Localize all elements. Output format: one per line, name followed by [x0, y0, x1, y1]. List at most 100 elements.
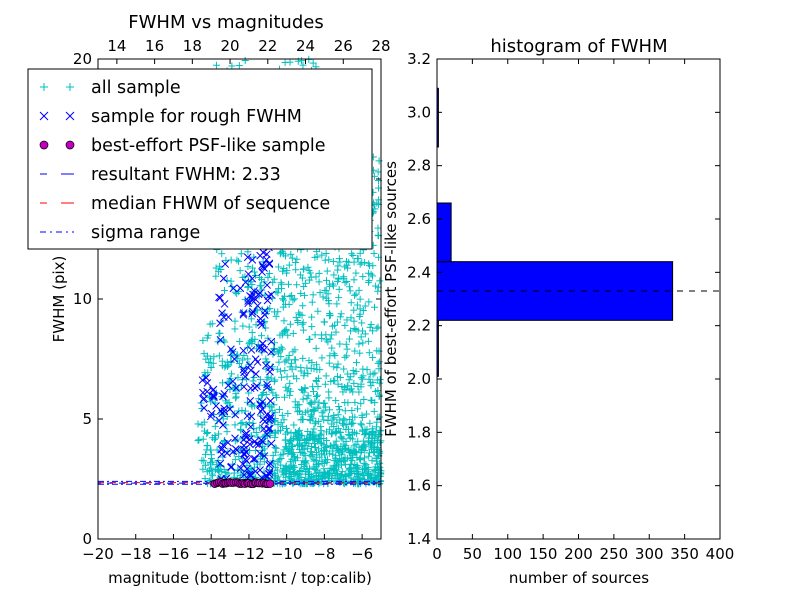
all-sample-point [302, 457, 310, 465]
hist-y-tick-label: 3.2 [407, 50, 431, 68]
all-sample-point [332, 437, 340, 445]
all-sample-point [315, 278, 323, 286]
all-sample-point [271, 429, 279, 437]
all-sample-point [294, 318, 302, 326]
rough-sample-point [216, 459, 225, 468]
rough-sample-point [202, 373, 211, 382]
all-sample-point [359, 339, 367, 347]
all-sample-point [314, 374, 322, 382]
rough-sample-point [200, 404, 208, 412]
rough-sample-point [239, 435, 248, 444]
rough-sample-point [265, 469, 273, 478]
all-sample-point [365, 430, 373, 438]
all-sample-point [283, 373, 291, 381]
all-sample-point [204, 331, 212, 339]
all-sample-point [307, 411, 315, 419]
all-sample-point [365, 452, 373, 460]
all-sample-point [293, 255, 301, 263]
all-sample-point [283, 424, 291, 432]
all-sample-point [285, 463, 293, 471]
all-sample-point [348, 468, 356, 476]
all-sample-point [227, 277, 235, 285]
all-sample-point [244, 355, 252, 363]
rough-sample-point [230, 355, 239, 363]
hist-x-tick-label: 400 [706, 545, 735, 563]
all-sample-point [288, 449, 296, 457]
all-sample-point [247, 278, 255, 286]
all-sample-point [342, 425, 350, 433]
all-sample-point [333, 300, 341, 308]
all-sample-point [250, 253, 258, 261]
all-sample-point [358, 447, 366, 455]
all-sample-point [329, 450, 337, 458]
all-sample-point [359, 365, 367, 373]
top-x-tick-label: 14 [107, 37, 126, 55]
all-sample-point [277, 248, 285, 256]
all-sample-point [283, 387, 291, 395]
all-sample-point [354, 327, 362, 335]
all-sample-point [292, 258, 300, 266]
all-sample-point [324, 417, 332, 425]
all-sample-point [304, 392, 312, 400]
legend: all sample sample for rough FWHM best-effo… [27, 68, 373, 250]
all-sample-point [309, 59, 317, 67]
all-sample-point [334, 411, 342, 419]
all-sample-point [282, 383, 290, 391]
rough-sample-point [221, 260, 230, 268]
all-sample-point [310, 473, 318, 481]
all-sample-point [354, 470, 362, 478]
all-sample-point [361, 441, 369, 449]
all-sample-point [368, 272, 376, 280]
all-sample-point [295, 401, 303, 409]
all-sample-point [367, 270, 375, 278]
rough-sample-point [243, 253, 252, 262]
all-sample-point [285, 300, 293, 308]
all-sample-point [284, 280, 292, 288]
rough-sample-point [257, 321, 266, 330]
all-sample-point [211, 422, 219, 430]
rough-sample-point [266, 367, 274, 376]
all-sample-point [228, 62, 236, 70]
legend-label: sample for rough FWHM [91, 107, 302, 127]
all-sample-point [315, 459, 323, 467]
all-sample-point [322, 428, 330, 436]
all-sample-point [199, 337, 207, 345]
all-sample-point [212, 434, 220, 442]
all-sample-point [300, 369, 308, 377]
all-sample-point [321, 456, 329, 464]
all-sample-point [360, 471, 368, 479]
all-sample-point [309, 291, 317, 299]
all-sample-point [350, 317, 358, 325]
all-sample-point [350, 442, 358, 450]
rough-sample-point [245, 470, 254, 479]
all-sample-point [340, 273, 348, 281]
all-sample-point [283, 266, 291, 274]
all-sample-point [366, 370, 374, 378]
all-sample-point [292, 363, 300, 371]
all-sample-point [356, 260, 364, 268]
all-sample-point [320, 441, 328, 449]
all-sample-point [241, 273, 249, 281]
all-sample-point [291, 398, 299, 406]
all-sample-point [208, 320, 216, 328]
all-sample-point [353, 454, 361, 462]
all-sample-point [279, 422, 287, 430]
all-sample-point [305, 276, 313, 284]
all-sample-point [321, 471, 329, 479]
all-sample-point [322, 372, 330, 380]
all-sample-point [308, 359, 316, 367]
all-sample-point [287, 359, 295, 367]
y-tick-label: 5 [82, 410, 92, 428]
all-sample-point [322, 331, 330, 339]
rough-sample-point [263, 281, 271, 289]
all-sample-point [349, 366, 357, 374]
all-sample-point [301, 458, 309, 466]
legend-box [27, 68, 373, 250]
all-sample-point [368, 397, 376, 405]
all-sample-point [288, 254, 296, 262]
all-sample-point [286, 379, 294, 387]
all-sample-point [340, 480, 348, 488]
all-sample-point [297, 385, 305, 393]
rough-sample-point [266, 397, 275, 405]
all-sample-point [355, 340, 363, 348]
